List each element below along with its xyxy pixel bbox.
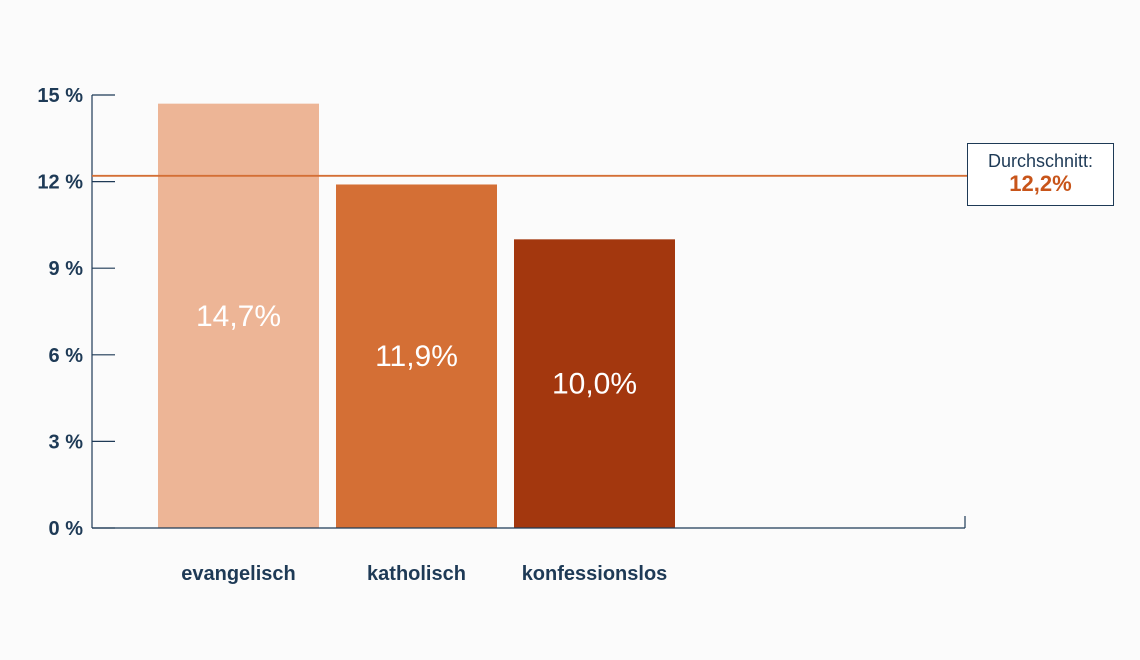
x-axis: evangelisch katholisch konfessionslos — [92, 516, 966, 585]
y-tick-label: 15 % — [37, 85, 83, 107]
average-callout: Durchschnitt: 12,2% — [967, 143, 1114, 206]
bar-value-label: 10,0% — [552, 368, 637, 401]
average-label: Durchschnitt: — [987, 151, 1094, 171]
bars: 14,7% 11,9% 10,0% — [158, 103, 675, 529]
bar-evangelisch — [158, 103, 319, 528]
bar-konfessionslos — [514, 239, 675, 529]
y-tick-label: 3 % — [49, 431, 84, 453]
y-tick-label: 12 % — [37, 172, 83, 194]
bar-value-label: 14,7% — [196, 300, 281, 333]
average-value: 12,2% — [1009, 171, 1072, 196]
bar-value-label: 11,9% — [375, 340, 458, 373]
category-label: katholisch — [367, 563, 466, 585]
category-label: evangelisch — [181, 563, 296, 585]
y-axis: 0 % 3 % 6 % 9 % 12 % 15 % — [37, 85, 115, 540]
y-tick-label: 9 % — [49, 258, 84, 280]
y-tick-label: 6 % — [49, 345, 84, 367]
bar-katholisch — [336, 184, 497, 528]
category-label: konfessionslos — [522, 563, 668, 585]
y-tick-label: 0 % — [49, 518, 84, 540]
